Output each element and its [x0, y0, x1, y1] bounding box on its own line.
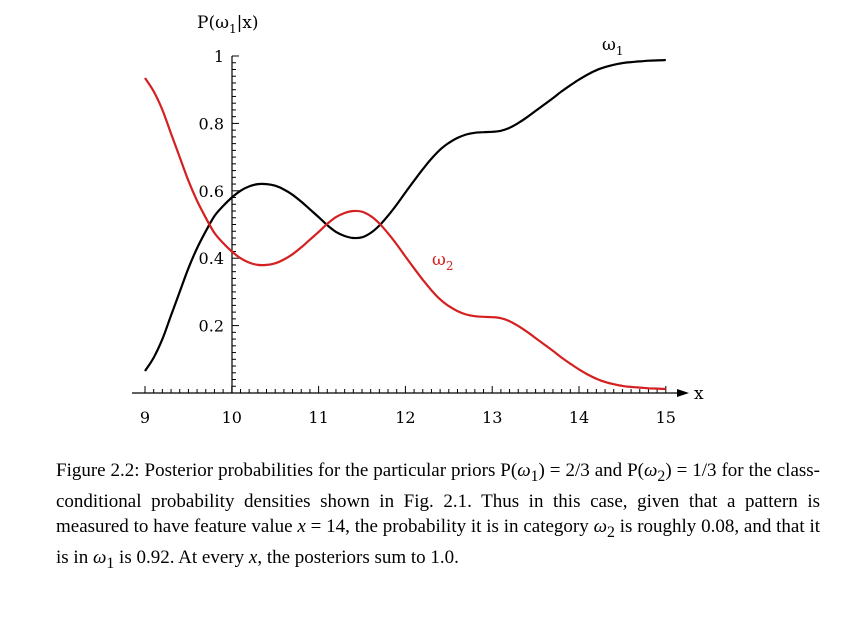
y-tick-label: 0.4 [199, 249, 224, 268]
series-label-omega2-base: ω [432, 250, 446, 270]
x-tick-label: 14 [569, 408, 589, 427]
x-tick-label: 12 [395, 408, 415, 427]
x-tick-label: 13 [482, 408, 502, 427]
x-axis-arrow [677, 389, 689, 397]
series-layer [144, 58, 666, 391]
y-axis-label-sub: 1 [229, 22, 237, 36]
y-axis-label: P(ω1|x) [197, 13, 259, 36]
y-tick-label: 0.8 [199, 114, 224, 133]
y-axis-label-pre: P(ω [197, 13, 229, 33]
x-tick-label: 10 [222, 408, 242, 427]
y-tick-label: 0.6 [199, 182, 224, 201]
axes: 9 10 11 12 13 14 150.20.40.60.81 [132, 47, 689, 427]
series-line-omega1 [144, 58, 666, 372]
series-label-omega1-sub: 1 [616, 44, 624, 58]
chart: 9 10 11 12 13 14 150.20.40.60.81 P(ω1|x) x ω1 … [132, 13, 704, 427]
series-label-omega1: ω1 [602, 35, 624, 58]
x-axis-label: x [694, 384, 704, 404]
y-tick-label: 1 [214, 47, 224, 66]
figure-caption: Figure 2.2: Posterior probabilities for … [56, 460, 821, 572]
series-label-omega1-base: ω [602, 35, 616, 55]
series-label-omega2-sub: 2 [446, 259, 454, 273]
x-tick-label: 15 [656, 408, 676, 427]
x-tick-label: 11 [308, 408, 328, 427]
series-label-omega2: ω2 [432, 250, 454, 273]
y-tick-label: 0.2 [199, 317, 224, 336]
y-axis-label-post: |x) [237, 13, 259, 33]
series-line-omega2 [144, 77, 666, 391]
x-tick-label: 9 [140, 408, 150, 427]
